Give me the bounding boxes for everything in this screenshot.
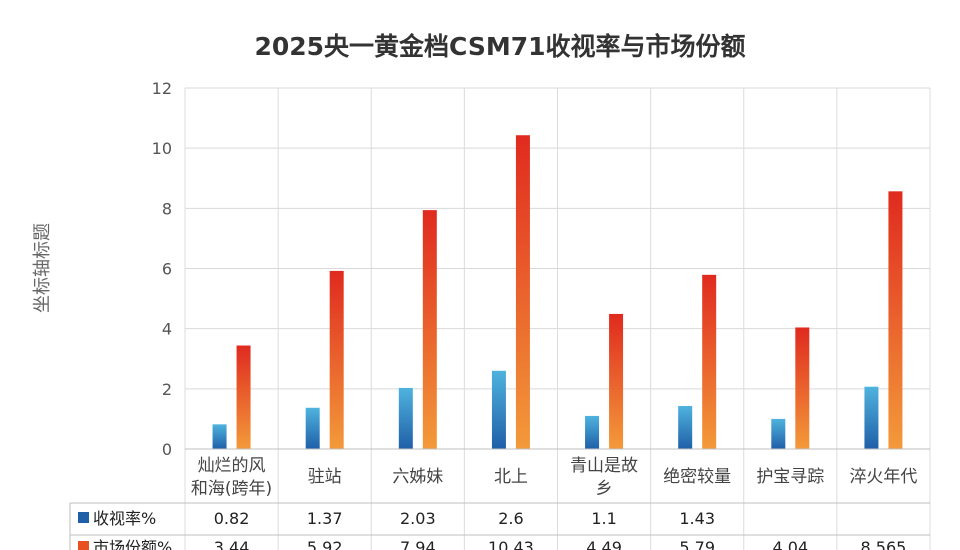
chart-title: 2025央一黄金档CSM71收视率与市场份额 [254, 32, 745, 61]
legend-swatch [78, 512, 89, 523]
bar-market-share [888, 191, 903, 449]
y-tick-label: 10 [152, 139, 172, 158]
gridlines [184, 87, 931, 550]
bar-market-share [795, 327, 810, 449]
bar-rating [212, 424, 227, 449]
data-label: 1.43 [679, 509, 715, 528]
legend-label: 收视率% [93, 509, 156, 528]
data-label: 5.79 [679, 538, 715, 550]
bar-rating [864, 386, 879, 449]
y-tick-label: 0 [162, 440, 172, 459]
category-label: 青山是故 [570, 456, 638, 476]
bar-market-share [702, 274, 717, 449]
legend-swatch [78, 541, 89, 550]
bar-rating [678, 405, 693, 449]
data-label: 0.82 [214, 509, 250, 528]
data-label: 7.94 [400, 538, 436, 550]
category-label: 北上 [494, 467, 528, 487]
y-tick-label: 4 [162, 320, 172, 339]
data-label: 1.1 [591, 509, 616, 528]
category-label: 绝密较量 [663, 467, 731, 487]
bar-rating [491, 370, 506, 449]
data-label: 1.37 [307, 509, 343, 528]
bar-market-share [515, 135, 530, 449]
category-label: 六姊妹 [392, 467, 443, 487]
category-label: 和海(跨年) [191, 479, 272, 499]
category-label: 灿烂的风 [198, 456, 266, 476]
bar-rating [398, 387, 413, 449]
y-tick-label: 2 [162, 380, 172, 399]
y-axis-ticks: 0 2 4 6 8 10 12 [152, 79, 172, 459]
bar-rating [585, 415, 600, 449]
bar-market-share [329, 270, 344, 449]
bars [212, 135, 903, 449]
data-label: 10.43 [488, 538, 534, 550]
bar-market-share [609, 313, 624, 449]
category-label: 驻站 [308, 467, 342, 487]
data-label: 4.04 [773, 538, 809, 550]
y-tick-label: 8 [162, 199, 172, 218]
category-label: 护宝寻踪 [756, 467, 824, 487]
data-label: 4.49 [586, 538, 622, 550]
y-axis-title: 坐标轴标题 [32, 223, 53, 313]
bar-market-share [236, 345, 251, 449]
category-label: 淬火年代 [849, 467, 917, 487]
bar-market-share [422, 210, 437, 449]
y-tick-label: 6 [162, 260, 172, 279]
bar-rating [305, 407, 320, 449]
legend-label: 市场份额% [93, 538, 172, 550]
category-label: 乡 [596, 479, 613, 499]
data-label: 3.44 [214, 538, 250, 550]
bar-rating [771, 418, 786, 449]
y-tick-label: 12 [152, 79, 172, 98]
data-label: 2.03 [400, 509, 436, 528]
data-label: 5.92 [307, 538, 343, 550]
data-label: 8.565 [861, 538, 907, 550]
data-label: 2.6 [498, 509, 523, 528]
